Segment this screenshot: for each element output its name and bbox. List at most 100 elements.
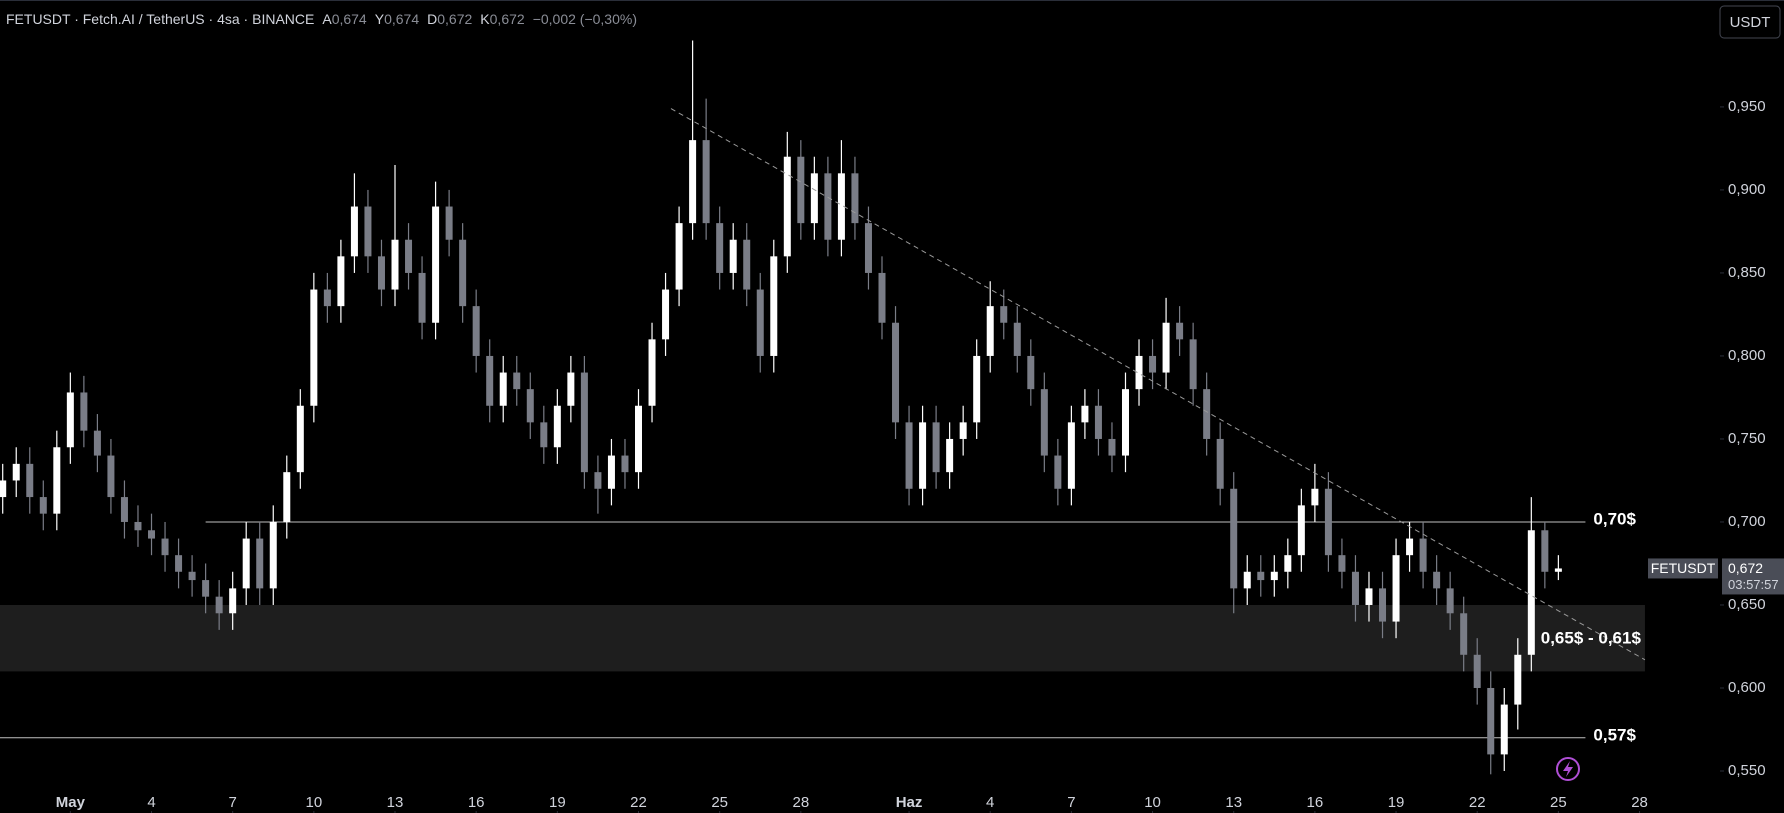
candle-body (445, 206, 453, 240)
candle-body (946, 438, 954, 473)
candle-body (1027, 355, 1035, 390)
candle-body (1365, 588, 1373, 605)
low-key: D (427, 11, 437, 27)
candle-body (1433, 571, 1441, 589)
header: FETUSDT · Fetch.AI / TetherUS · 4sa · BI… (6, 11, 637, 27)
open-key: A (322, 11, 332, 27)
candle-body (1108, 438, 1116, 456)
currency-button[interactable] (1719, 5, 1781, 39)
y-tick-label: 0,950 (1728, 98, 1766, 115)
x-tick-label: 16 (468, 794, 485, 811)
candle-body (1054, 455, 1062, 489)
x-tick-label: 10 (1144, 794, 1161, 811)
candle-body (892, 322, 900, 423)
candle-body (1419, 538, 1427, 572)
level-label: 0,70$ (1593, 509, 1636, 528)
candle-body (594, 472, 602, 489)
candle-body (1216, 438, 1224, 489)
candle-body (242, 538, 250, 589)
candle-body (1176, 322, 1184, 340)
candle-body (959, 422, 967, 439)
y-tick-label: 0,800 (1728, 347, 1766, 364)
plot-area: 0,70$ 0,57$ 0,65$ - 0,61$ (0, 40, 1646, 775)
close-value: 0,672 (490, 11, 525, 27)
candle-body (215, 596, 223, 614)
candle-body (1487, 687, 1495, 755)
candle-body (269, 521, 277, 589)
y-tick-label: 0,650 (1728, 596, 1766, 613)
x-tick-label: 10 (305, 794, 322, 811)
candle-body (256, 538, 264, 589)
candle-body (499, 372, 507, 406)
candle-body (1094, 405, 1102, 439)
candle-body (1203, 389, 1211, 439)
y-tick-label: 0,900 (1728, 181, 1766, 198)
lightning-icon[interactable] (1556, 757, 1580, 781)
candle-body (1189, 339, 1197, 390)
x-tick-label: 13 (1225, 794, 1242, 811)
candle-body (1392, 555, 1400, 622)
candle-body (202, 580, 210, 597)
candle-body (1460, 613, 1468, 655)
candle-body (161, 538, 169, 556)
candle-body (621, 455, 629, 473)
candle-body (729, 239, 737, 273)
candle-body (1297, 505, 1305, 556)
x-tick-label: 25 (1550, 794, 1567, 811)
candle-body (526, 389, 534, 423)
x-tick-label: 19 (549, 794, 566, 811)
candle-body (1324, 488, 1332, 556)
candle-body (851, 173, 859, 224)
icon-ring[interactable] (1556, 757, 1580, 781)
candle-body (1541, 530, 1549, 572)
candle-body (1379, 588, 1387, 622)
candle-body (323, 289, 331, 307)
x-tick-label: 28 (792, 794, 809, 811)
zone-label: 0,65$ - 0,61$ (1541, 629, 1642, 648)
y-tick-label: 0,550 (1728, 762, 1766, 779)
x-tick-label: 4 (986, 794, 994, 811)
candle-body (1554, 568, 1562, 572)
x-tick-label: 7 (229, 794, 237, 811)
close-key: K (480, 11, 490, 27)
candle-body (864, 223, 872, 273)
candle-body (648, 339, 656, 406)
candle-body (1162, 322, 1170, 373)
candle-body (1149, 355, 1157, 373)
candle-body (756, 289, 764, 356)
candle-body (188, 571, 196, 581)
y-tick-label: 0,600 (1728, 679, 1766, 696)
high-value: 0,674 (384, 11, 419, 27)
candle-body (39, 497, 47, 514)
candle-body (432, 206, 440, 323)
candle-body (377, 256, 385, 290)
candle-body (405, 239, 413, 273)
candle-body (1121, 389, 1129, 456)
currency-button-label[interactable]: USDT (1730, 14, 1771, 31)
candle-body (540, 422, 548, 448)
candle-body (783, 156, 791, 257)
candle-body (310, 289, 318, 406)
change: −0,002 (−0,30%) (533, 11, 637, 27)
price-tag-label: 0,672 (1728, 560, 1763, 576)
candle-body (716, 223, 724, 273)
price-tag (1722, 558, 1784, 595)
candle-body (770, 256, 778, 356)
icon-bolt[interactable] (1563, 761, 1573, 777)
candle-body (1270, 571, 1278, 581)
candle-body (120, 497, 128, 522)
candle-body (364, 206, 372, 257)
candle-body (391, 239, 399, 290)
candle-body (1067, 422, 1075, 489)
countdown-label: 03:57:57 (1728, 577, 1779, 592)
candle-body (905, 422, 913, 489)
candle-body (1406, 538, 1414, 556)
candle-body (607, 455, 615, 489)
candle-body (1473, 654, 1481, 688)
candle-body (148, 530, 156, 539)
candle-body (459, 239, 467, 307)
candle-body (932, 422, 940, 473)
candle-body (283, 472, 291, 522)
candle-body (797, 156, 805, 224)
